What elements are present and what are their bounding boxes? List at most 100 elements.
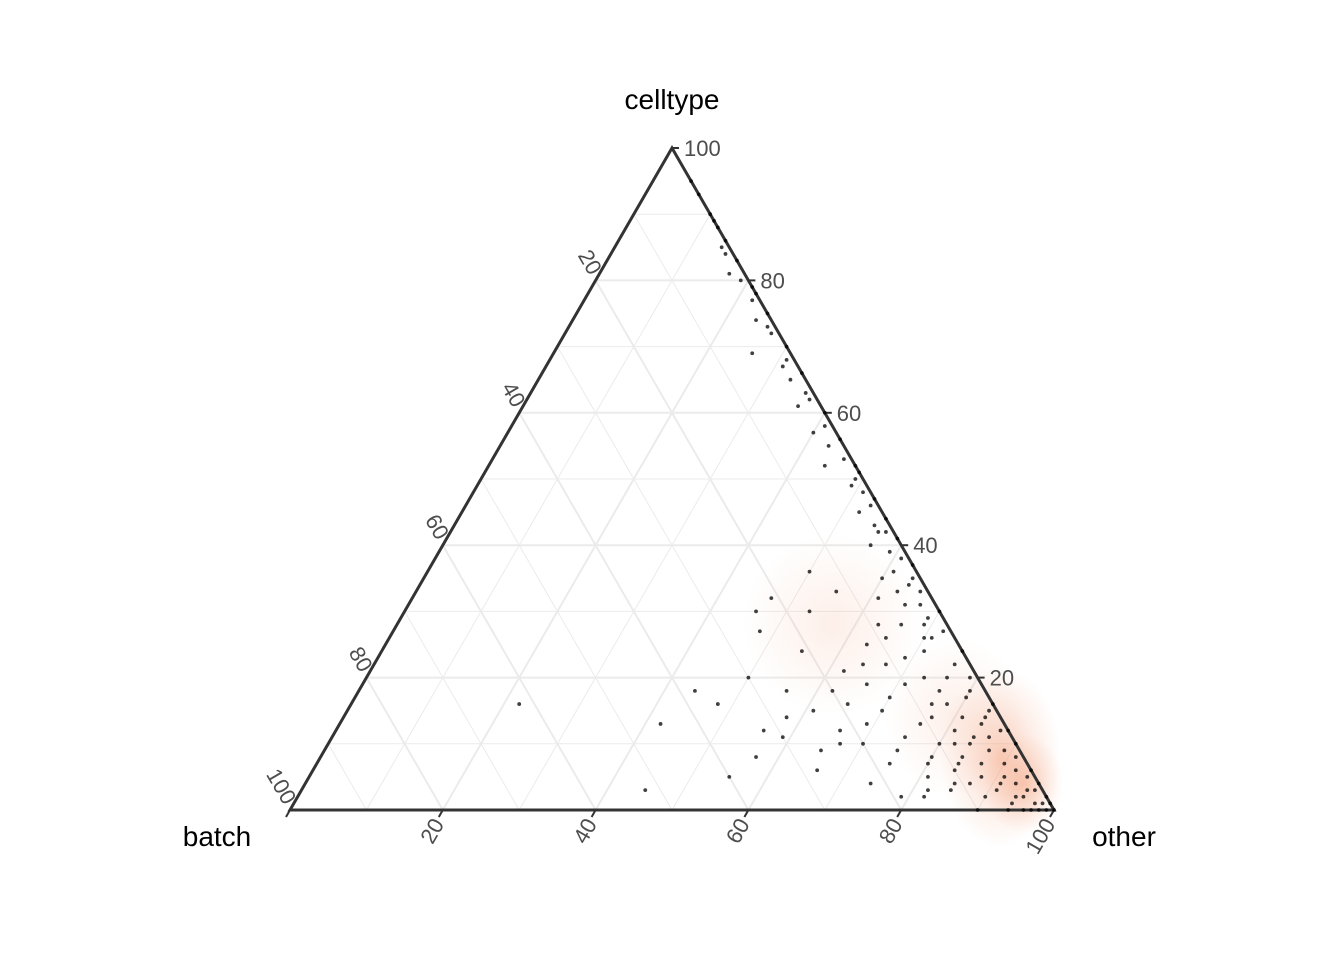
data-point <box>723 252 728 256</box>
data-point <box>1029 768 1033 773</box>
grid-line-batch-90 <box>327 743 367 811</box>
data-point <box>922 635 927 640</box>
data-point <box>1013 794 1018 799</box>
data-point <box>849 483 854 488</box>
tick-label-other-60: 60 <box>721 814 755 848</box>
tick-label-celltype-60: 60 <box>837 401 861 426</box>
data-point <box>811 708 816 713</box>
data-point <box>1025 788 1030 793</box>
data-point <box>876 622 881 627</box>
data-point <box>811 430 816 435</box>
data-point <box>784 688 789 693</box>
data-point <box>926 788 930 793</box>
data-point <box>784 357 789 362</box>
data-point <box>780 364 785 369</box>
data-point <box>968 675 972 680</box>
data-point <box>868 543 873 548</box>
data-point <box>857 470 862 475</box>
data-point <box>727 271 732 276</box>
data-point <box>937 688 942 693</box>
grid-line-batch-50 <box>480 478 673 811</box>
data-point <box>784 344 789 349</box>
data-point <box>1006 728 1011 733</box>
data-point <box>750 298 755 303</box>
data-point <box>842 457 846 462</box>
data-point <box>926 616 930 620</box>
data-point <box>857 510 862 514</box>
data-point <box>937 609 942 614</box>
tick-other-40 <box>590 809 597 818</box>
tick-batch-60 <box>437 544 444 553</box>
data-point <box>998 781 1003 786</box>
density-blob-2 <box>884 637 1025 798</box>
data-point <box>1002 748 1007 753</box>
data-point <box>815 768 820 773</box>
data-point <box>643 788 648 793</box>
data-point <box>822 410 827 415</box>
data-point <box>903 735 907 740</box>
data-point <box>769 331 774 336</box>
tick-label-celltype-20: 20 <box>990 666 1014 691</box>
data-point <box>738 278 743 283</box>
data-point <box>788 377 793 382</box>
vertex-label-top: celltype <box>625 84 720 115</box>
data-point <box>952 741 957 746</box>
data-point <box>880 576 884 581</box>
tick-label-batch-40: 40 <box>497 378 531 412</box>
data-point <box>910 563 915 567</box>
data-point <box>834 589 839 594</box>
data-point <box>948 788 953 793</box>
data-point <box>838 741 842 746</box>
data-point <box>727 775 732 779</box>
data-point <box>994 788 999 793</box>
data-point <box>975 808 980 812</box>
data-point <box>861 662 865 667</box>
data-point <box>822 424 827 428</box>
data-point <box>765 311 770 316</box>
data-point <box>845 702 850 706</box>
data-point <box>960 649 965 654</box>
data-point <box>903 655 907 660</box>
data-point <box>968 688 972 693</box>
data-point <box>838 437 842 442</box>
data-point <box>922 622 927 627</box>
grid-line-other-30 <box>518 346 788 811</box>
data-point <box>1006 808 1011 812</box>
data-point <box>922 794 927 799</box>
data-point <box>754 609 758 614</box>
grid-line-batch-80 <box>365 677 444 811</box>
data-point <box>757 629 762 634</box>
tick-label-batch-20: 20 <box>573 245 607 279</box>
data-point <box>918 722 923 726</box>
data-point <box>1044 794 1049 799</box>
data-point <box>968 741 972 746</box>
tick-batch-80 <box>361 677 368 686</box>
data-point <box>922 675 927 680</box>
data-point <box>952 781 957 786</box>
tick-label-celltype-80: 80 <box>760 268 784 293</box>
data-point <box>799 649 804 654</box>
data-point <box>929 635 934 640</box>
data-point <box>754 755 758 759</box>
data-point <box>1021 794 1026 799</box>
data-point <box>868 781 873 786</box>
data-point <box>807 397 812 402</box>
data-point <box>750 351 755 356</box>
data-point <box>864 682 869 687</box>
data-point <box>803 391 808 395</box>
data-point <box>884 662 888 667</box>
data-point <box>796 404 800 409</box>
data-point <box>1040 801 1045 806</box>
data-point <box>945 702 949 706</box>
data-point <box>937 741 942 746</box>
data-point <box>715 702 720 706</box>
data-point <box>887 695 892 700</box>
data-point <box>990 702 995 706</box>
data-point <box>987 735 991 740</box>
data-point <box>769 596 774 601</box>
tick-other-60 <box>743 809 750 818</box>
data-point <box>998 728 1003 733</box>
data-point <box>979 761 984 766</box>
data-point <box>929 702 934 706</box>
data-point <box>799 371 804 375</box>
